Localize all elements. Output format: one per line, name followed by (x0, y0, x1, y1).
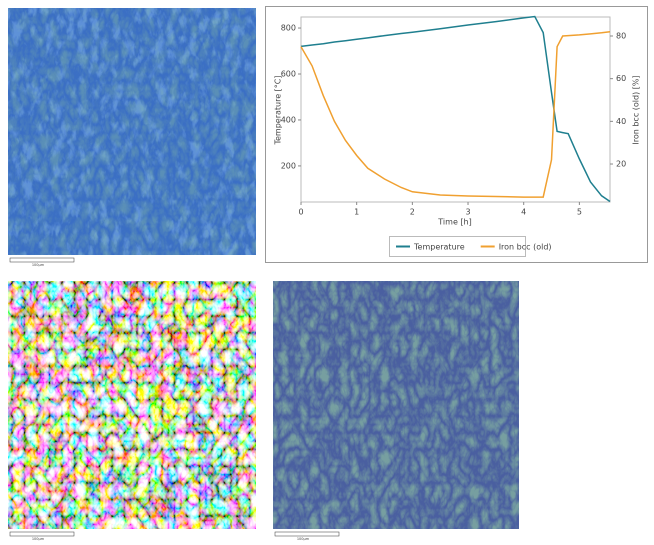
x-tick-label: 2 (410, 208, 415, 217)
scale-label: 100μm (32, 537, 45, 541)
y2-tick-label: 80 (616, 31, 626, 40)
series-line (300, 15, 611, 203)
y2-tick-label: 60 (616, 74, 626, 83)
micrograph-texture (8, 8, 256, 255)
micrograph-texture (273, 281, 519, 529)
scale-bar (9, 531, 75, 537)
legend-label: Temperature (413, 243, 465, 252)
y2-axis-label: Iron bcc (old) [%] (632, 75, 641, 144)
y-tick-label: 200 (281, 161, 296, 170)
micrograph-base (8, 281, 256, 529)
y2-tick-label: 20 (616, 160, 626, 169)
legend-label: Iron bcc (old) (499, 243, 552, 252)
y-tick-label: 800 (281, 24, 296, 33)
x-tick-label: 0 (298, 208, 303, 217)
y2-tick-label: 40 (616, 117, 626, 126)
x-axis-label: Time [h] (437, 218, 471, 227)
y-tick-label: 600 (281, 69, 296, 78)
y-axis-label: Temperature [°C] (274, 75, 283, 145)
y-tick-label: 400 (281, 115, 296, 124)
x-tick-label: 3 (465, 208, 470, 217)
legend-box (389, 236, 526, 257)
scale-bar (9, 257, 75, 263)
series-line (300, 30, 611, 198)
scale-bar (274, 531, 340, 537)
x-tick-label: 4 (521, 208, 526, 217)
plot-area (300, 16, 611, 203)
x-tick-label: 5 (577, 208, 582, 217)
scale-label: 100μm (297, 537, 310, 541)
x-tick-label: 1 (354, 208, 359, 217)
scale-label: 100μm (32, 263, 45, 267)
chart-panel (265, 6, 648, 263)
